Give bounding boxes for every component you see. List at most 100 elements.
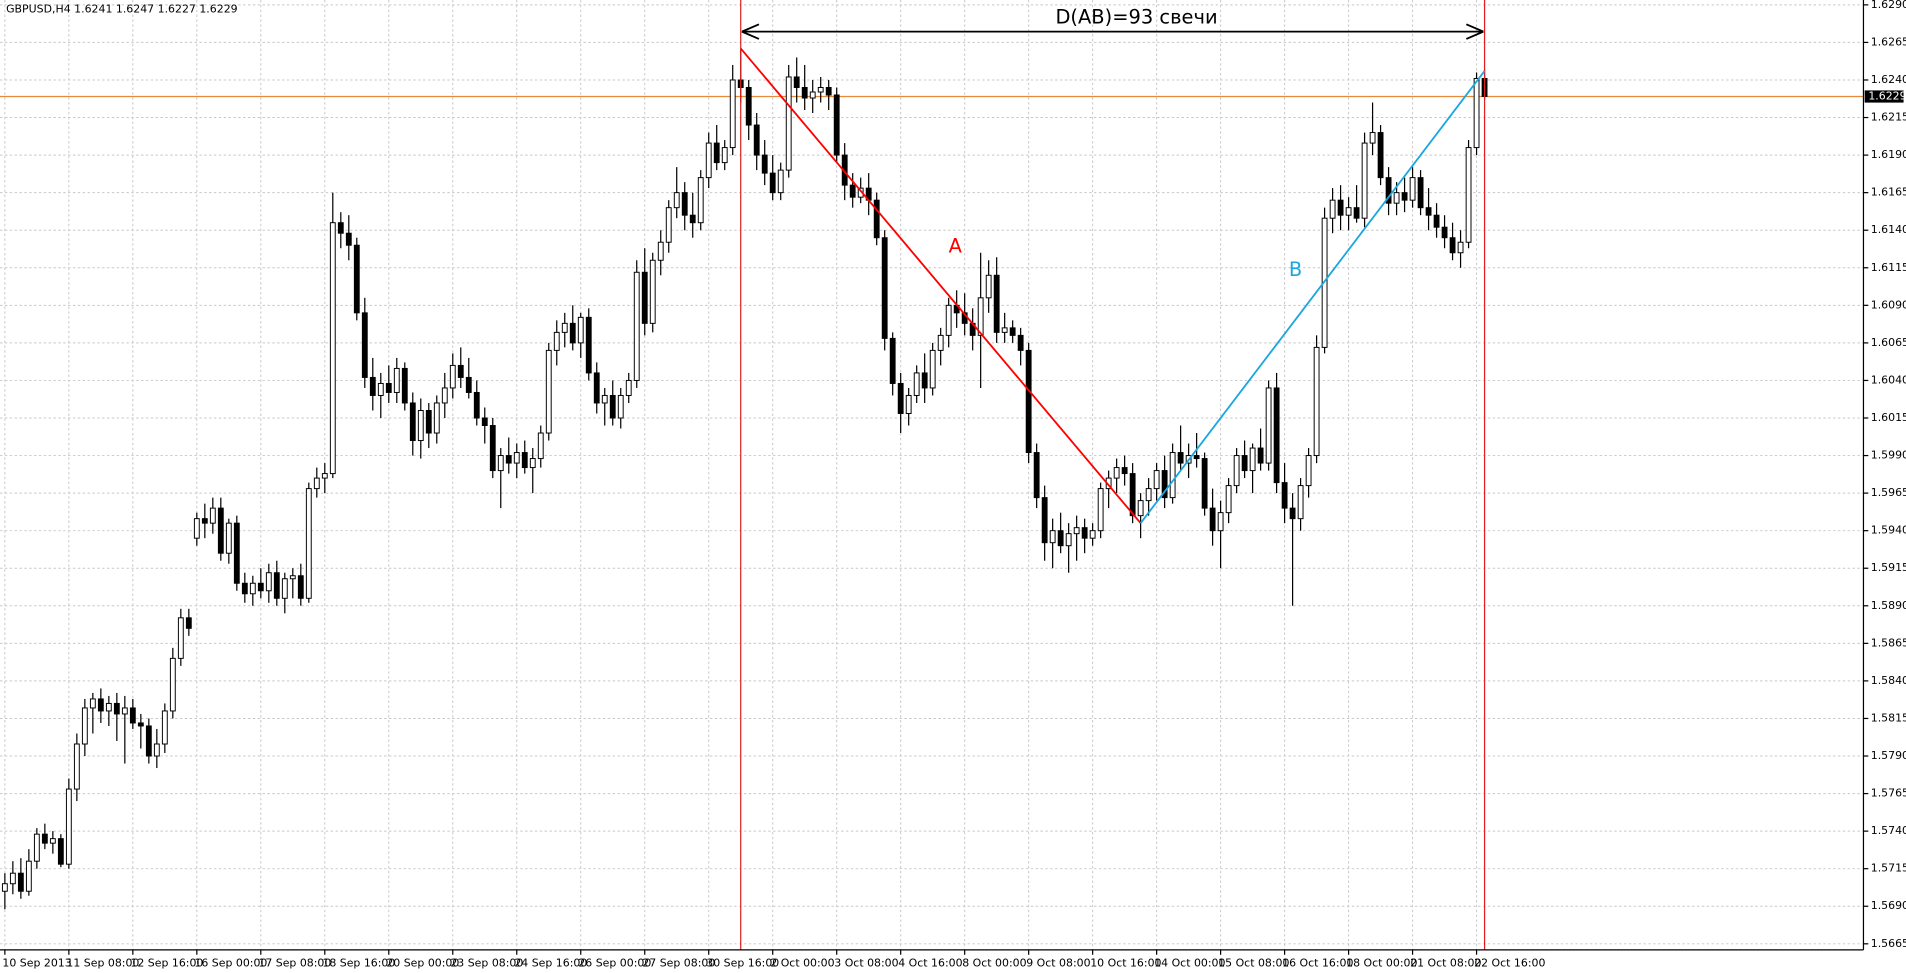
candle-body: [289, 575, 296, 580]
candle-body: [617, 394, 624, 419]
x-tick-label: 4 Oct 16:00: [898, 956, 962, 969]
candle-body: [1465, 147, 1472, 243]
candle-body: [1353, 207, 1360, 219]
candle-body: [1273, 387, 1280, 484]
candle-body: [545, 349, 552, 434]
trend-line: [1139, 70, 1486, 524]
candle-body: [1281, 482, 1288, 509]
candle-body: [1073, 527, 1080, 535]
trend-label: A: [949, 234, 963, 257]
y-tick-label: 1.6065: [1871, 336, 1906, 349]
x-tick-label: 10 Oct 16:00: [1090, 956, 1161, 969]
candle-body: [257, 582, 264, 592]
candle-body: [129, 707, 136, 724]
plot: [0, 0, 1864, 950]
candle-body: [249, 582, 256, 595]
candle-body: [1329, 199, 1336, 219]
y-tick-label: 1.6290: [1871, 0, 1906, 11]
candle-body: [121, 707, 128, 715]
candle-body: [673, 192, 680, 209]
candle-body: [361, 312, 368, 378]
candle-body: [769, 172, 776, 194]
candle-body: [177, 617, 184, 659]
candle-body: [761, 154, 768, 174]
candle-body: [1249, 447, 1256, 472]
candle-body: [777, 169, 784, 194]
candle-body: [1305, 455, 1312, 487]
candle-body: [33, 833, 40, 862]
candle-body: [913, 372, 920, 396]
candle-body: [89, 698, 96, 709]
candle-body: [1113, 467, 1120, 479]
candle-body: [1089, 530, 1096, 539]
candle-body: [353, 244, 360, 314]
x-tick-label: 30 Sep 16:00: [706, 956, 779, 969]
candle-body: [105, 702, 112, 712]
candle-body: [305, 488, 312, 599]
candle-body: [1137, 500, 1144, 517]
candle-body: [633, 271, 640, 381]
candle-body: [929, 349, 936, 389]
candle-body: [689, 214, 696, 224]
candle-body: [521, 452, 528, 469]
candle-body: [529, 458, 536, 469]
candle-body: [1441, 226, 1448, 239]
candle-body: [409, 402, 416, 442]
candle-body: [609, 394, 616, 419]
arrow-head: [1465, 23, 1484, 40]
candle-body: [497, 455, 504, 472]
candle-body: [1473, 77, 1480, 149]
candle-body: [169, 657, 176, 712]
candle-body: [17, 872, 24, 892]
candle-body: [905, 394, 912, 414]
candle-body: [401, 367, 408, 404]
candle-body: [1161, 470, 1168, 499]
candle-body: [817, 87, 824, 93]
candle-body: [801, 87, 808, 99]
candle-body: [321, 473, 328, 479]
candle-body: [193, 518, 200, 539]
x-tick-label: 12 Sep 16:00: [130, 956, 203, 969]
candle-body: [1345, 207, 1352, 216]
candle-body: [873, 199, 880, 239]
candle-body: [1265, 387, 1272, 464]
y-tick-label: 1.6190: [1871, 148, 1906, 161]
x-tick-label: 20 Sep 00:00: [386, 956, 459, 969]
candle-body: [1057, 530, 1064, 547]
y-tick-label: 1.6140: [1871, 223, 1906, 236]
candle-body: [897, 382, 904, 414]
candle-body: [417, 410, 424, 442]
y-tick-label: 1.5840: [1871, 674, 1906, 687]
y-tick-label: 1.6115: [1871, 261, 1906, 274]
x-tick-label: 16 Oct 16:00: [1282, 956, 1353, 969]
candle-body: [793, 76, 800, 88]
candle-body: [1, 883, 8, 892]
candle-body: [201, 518, 208, 524]
candle-body: [241, 582, 248, 595]
candle-body: [1289, 507, 1296, 520]
candle-body: [585, 316, 592, 374]
candle-body: [1129, 473, 1136, 517]
candle-body: [657, 241, 664, 261]
x-tick-label: 18 Oct 00:00: [1346, 956, 1417, 969]
candle-body: [625, 379, 632, 396]
candle-body: [1081, 527, 1088, 539]
candle-body: [97, 698, 104, 712]
price-label-box: [1864, 90, 1904, 103]
x-tick-label: 10 Sep 2013: [2, 956, 71, 969]
candle-body: [985, 274, 992, 299]
y-tick-label: 1.5965: [1871, 486, 1906, 499]
candle-body: [1337, 199, 1344, 216]
candle-body: [145, 725, 152, 757]
y-tick-label: 1.5715: [1871, 862, 1906, 875]
candle-body: [1097, 488, 1104, 532]
candle-body: [481, 417, 488, 426]
candle-body: [1449, 237, 1456, 254]
candle-body: [113, 702, 120, 715]
y-tick-label: 1.6090: [1871, 298, 1906, 311]
candle-body: [1177, 452, 1184, 464]
candle-body: [1225, 485, 1232, 514]
y-tick-label: 1.5740: [1871, 824, 1906, 837]
candle-body: [1217, 512, 1224, 532]
